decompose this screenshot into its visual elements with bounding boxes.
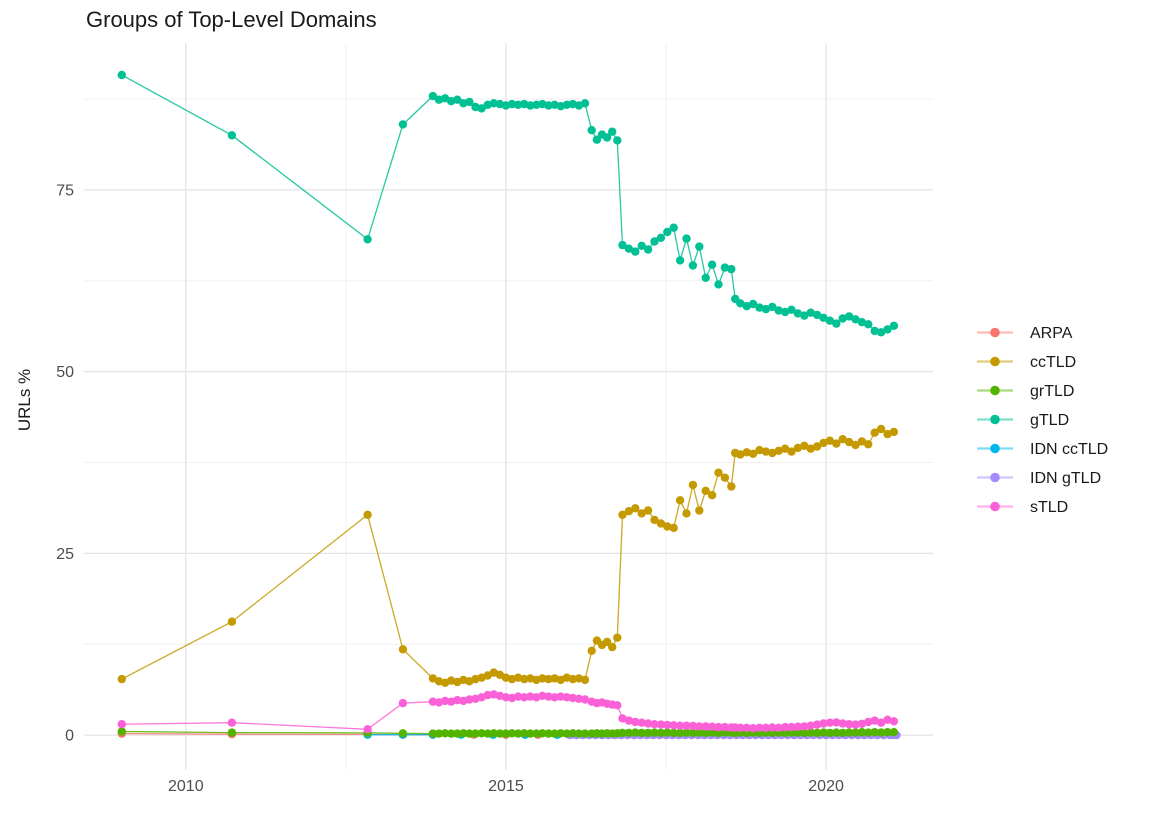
legend-key-dot [990, 356, 1000, 367]
legend: ARPA ccTLD grTLD gTLD IDN ccTLD IDN gTLD sTLD [977, 325, 1108, 516]
legend-item-gtld: gTLD [977, 412, 1069, 429]
y-axis-title: URLs % [15, 369, 34, 431]
series-cctld [117, 424, 899, 687]
legend-label: gTLD [1030, 412, 1069, 429]
legend-item-idn-cctld: IDN ccTLD [977, 441, 1108, 458]
legend-label: IDN gTLD [1030, 470, 1101, 487]
legend-label: ARPA [1030, 325, 1073, 342]
x-axis-tick-labels: 2010 2015 2020 [168, 778, 844, 795]
legend-key-dot [990, 501, 1000, 512]
legend-item-arpa: ARPA [977, 325, 1073, 342]
legend-label: grTLD [1030, 383, 1074, 400]
series-line [121, 428, 895, 684]
y-tick-label: 50 [56, 364, 74, 381]
legend-key-dot [990, 443, 1000, 454]
legend-key-dot [990, 327, 1000, 338]
y-tick-label: 0 [65, 728, 74, 745]
series-stld [117, 690, 899, 734]
y-axis-tick-labels: 0 25 50 75 [56, 182, 74, 744]
series-line [121, 74, 895, 333]
x-tick-label: 2015 [488, 778, 524, 795]
legend-item-idn-gtld: IDN gTLD [977, 470, 1101, 487]
legend-key-dot [990, 414, 1000, 425]
x-tick-label: 2020 [808, 778, 844, 795]
legend-label: ccTLD [1030, 354, 1076, 371]
chart-title: Groups of Top-Level Domains [86, 7, 377, 32]
series-grtld [117, 727, 899, 738]
legend-label: IDN ccTLD [1030, 441, 1108, 458]
legend-item-grtld: grTLD [977, 383, 1074, 400]
minor-gridlines [84, 43, 933, 770]
y-tick-label: 25 [56, 546, 74, 563]
data-series-layer [117, 70, 901, 740]
legend-key-dot [990, 385, 1000, 396]
legend-item-stld: sTLD [977, 499, 1068, 516]
y-tick-label: 75 [56, 182, 74, 199]
legend-label: sTLD [1030, 499, 1068, 516]
legend-item-cctld: ccTLD [977, 354, 1076, 371]
major-gridlines [84, 43, 933, 770]
legend-key-dot [990, 472, 1000, 483]
x-tick-label: 2010 [168, 778, 204, 795]
series-gtld [117, 70, 899, 337]
